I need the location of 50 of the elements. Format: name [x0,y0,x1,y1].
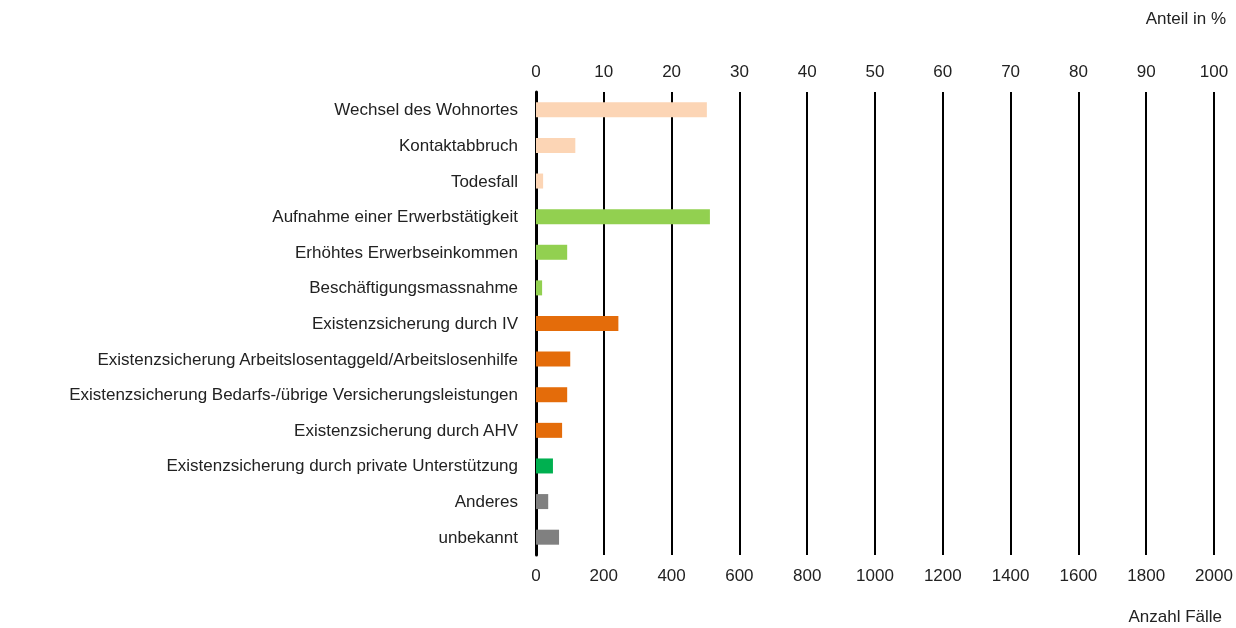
y-tick-label: Kontaktabbruch [398,135,518,155]
y-tick-label: Beschäftigungsmassnahme [309,278,518,298]
y-tick-label: Erhöhtes Erwerbseinkommen [295,242,518,262]
x-tick-label: 2000 [1195,566,1233,585]
x-tick-label: 800 [793,566,822,585]
x2-tick-label: 90 [1136,62,1156,81]
x2-axis-title: Anteil in % [1145,9,1227,28]
x-tick-label: 1400 [991,566,1030,585]
x-tick-label: 0 [531,566,541,585]
y-tick-label: Existenzsicherung durch AHV [294,420,519,440]
bar [536,422,563,438]
x2-tick-label: 60 [933,62,953,81]
x2-tick-label: 50 [865,62,885,81]
bar [536,209,710,225]
x2-tick-label: 70 [1001,62,1021,81]
x-tick-label: 1800 [1127,566,1166,585]
bar [536,494,549,510]
x-axis-title: Anzahl Fälle [1128,607,1223,626]
bar [536,529,560,545]
y-tick-label: Existenzsicherung durch IV [312,314,519,333]
y-tick-label: Existenzsicherung Arbeitslosentaggeld/Arbeitslosenhilfe [97,349,518,369]
y-tick-label: Aufnahme einer Erwerbstätigkeit [272,207,519,227]
x-tick-label: 400 [657,566,686,585]
bar [536,458,553,474]
bar [536,173,544,189]
x2-tick-label: 0 [531,62,541,81]
x2-tick-label: 40 [797,62,817,81]
bar [536,244,568,260]
x-tick-label: 200 [589,566,618,585]
bar [536,351,571,367]
y-tick-label: unbekannt [438,527,519,547]
x2-tick-label: 20 [662,62,682,81]
bar [536,280,543,296]
x2-tick-label: 80 [1068,62,1088,81]
y-tick-label: Wechsel des Wohnortes [334,100,518,120]
y-tick-label: Anderes [454,492,518,512]
bar [536,102,707,118]
x2-tick-label: 100 [1199,62,1229,81]
bar [536,137,576,153]
bar [536,316,619,331]
x-tick-label: 1000 [856,566,894,585]
x-tick-label: 1200 [923,566,962,585]
bar [536,387,568,403]
x2-tick-label: 30 [729,62,749,81]
x-tick-label: 1600 [1059,566,1098,585]
y-tick-label: Existenzsicherung durch private Unterstützung [166,456,518,476]
x-tick-label: 600 [725,566,754,585]
y-tick-label: Todesfall [450,171,518,191]
y-tick-label: Existenzsicherung Bedarfs-/übrige Versicherungsleistungen [69,385,518,405]
x2-tick-label: 10 [594,62,614,81]
